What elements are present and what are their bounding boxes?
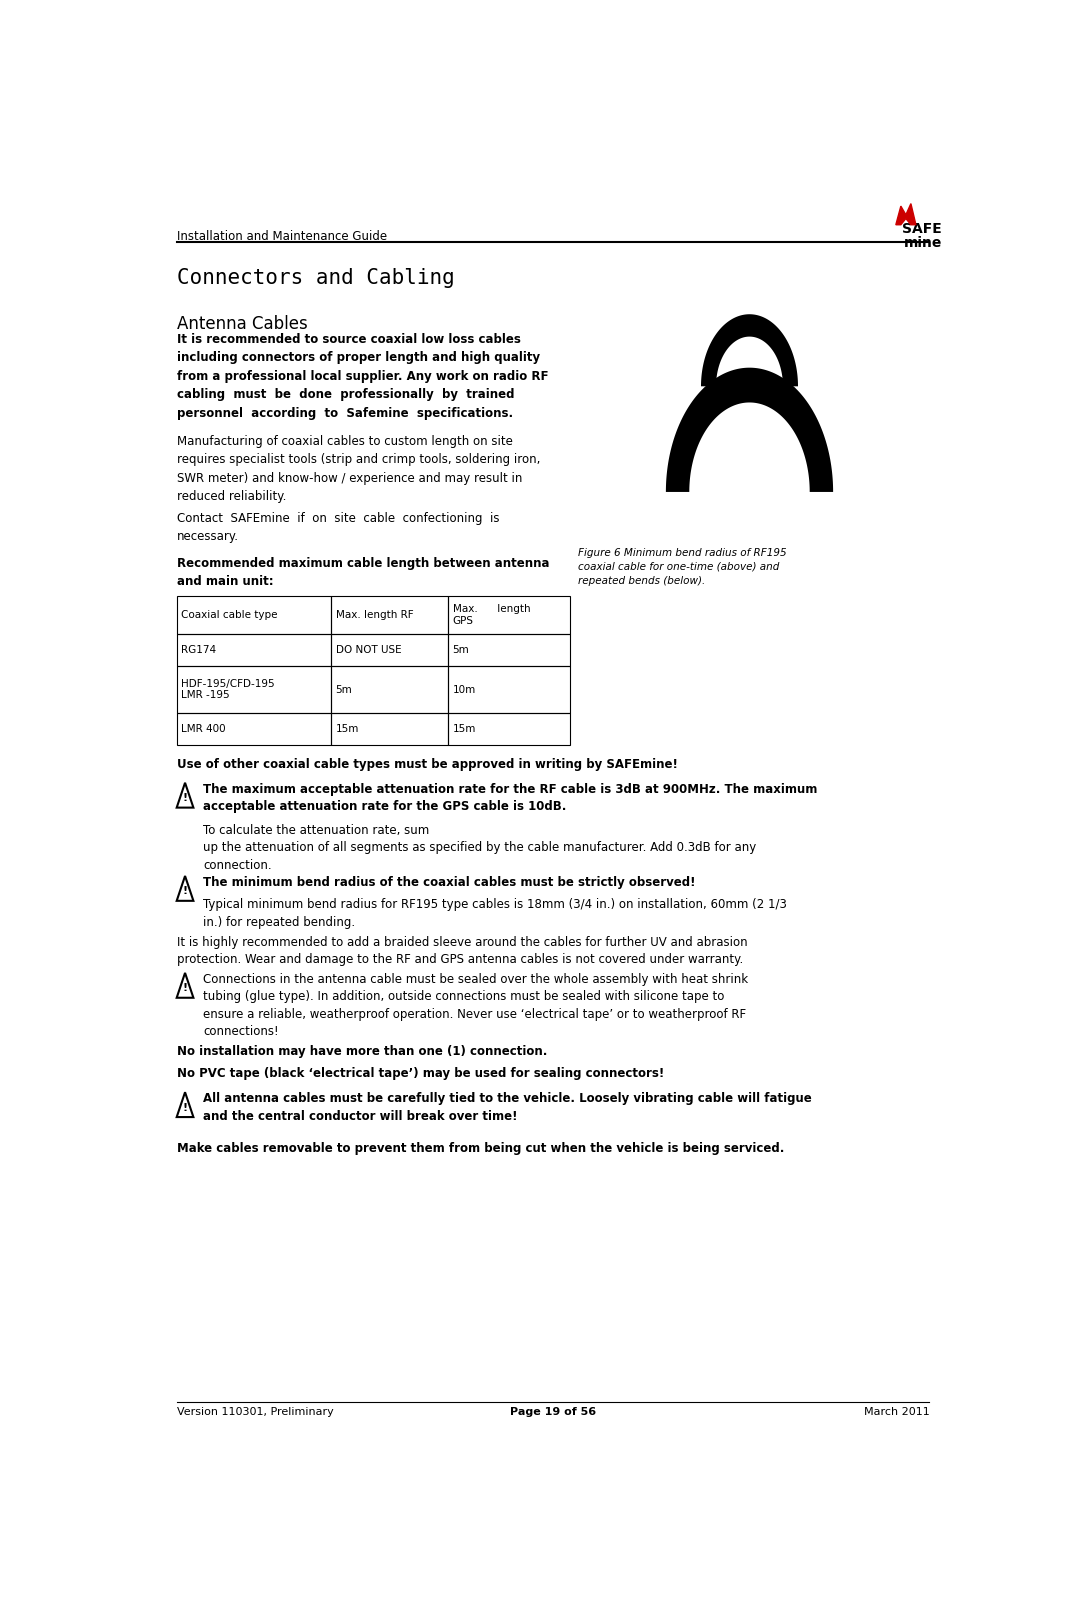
Polygon shape	[701, 315, 798, 386]
Bar	[449, 713, 570, 746]
Polygon shape	[896, 203, 916, 224]
Text: mine: mine	[903, 236, 942, 250]
Text: 15m: 15m	[336, 725, 359, 734]
Bar	[177, 667, 331, 713]
Polygon shape	[666, 368, 833, 492]
Text: Connections in the antenna cable must be sealed over the whole assembly with hea: Connections in the antenna cable must be…	[204, 973, 749, 1038]
Bar	[449, 667, 570, 713]
Text: To calculate the attenuation rate, sum
up the attenuation of all segments as spe: To calculate the attenuation rate, sum u…	[204, 823, 756, 872]
Text: Recommended maximum cable length between antenna
and main unit:: Recommended maximum cable length between…	[177, 557, 549, 587]
Polygon shape	[177, 1093, 193, 1117]
Text: Coaxial cable type: Coaxial cable type	[181, 610, 277, 620]
Text: !: !	[182, 886, 188, 896]
Text: HDF-195/CFD-195
LMR -195: HDF-195/CFD-195 LMR -195	[181, 679, 274, 700]
Text: !: !	[182, 983, 188, 993]
Bar	[449, 634, 570, 667]
Text: 5m: 5m	[453, 644, 469, 655]
Text: 10m: 10m	[453, 684, 476, 694]
Text: No PVC tape (black ‘electrical tape’) may be used for sealing connectors!: No PVC tape (black ‘electrical tape’) ma…	[177, 1067, 664, 1080]
Bar	[177, 596, 331, 634]
Text: Installation and Maintenance Guide: Installation and Maintenance Guide	[177, 229, 386, 242]
Text: The maximum acceptable attenuation rate for the RF cable is 3dB at 900MHz. The m: The maximum acceptable attenuation rate …	[204, 783, 818, 813]
Bar	[331, 596, 449, 634]
Polygon shape	[177, 876, 193, 901]
Text: It is recommended to source coaxial low loss cables
including connectors of prop: It is recommended to source coaxial low …	[177, 332, 548, 420]
Text: Typical minimum bend radius for RF195 type cables is 18mm (3/4 in.) on installat: Typical minimum bend radius for RF195 ty…	[204, 899, 788, 928]
Text: Manufacturing of coaxial cables to custom length on site
requires specialist too: Manufacturing of coaxial cables to custo…	[177, 434, 541, 504]
Text: DO NOT USE: DO NOT USE	[336, 644, 401, 655]
Text: The minimum bend radius of the coaxial cables must be strictly observed!: The minimum bend radius of the coaxial c…	[204, 876, 696, 889]
Bar	[331, 713, 449, 746]
Text: Max.      length
GPS: Max. length GPS	[453, 604, 530, 626]
Text: Page 19 of 56: Page 19 of 56	[510, 1407, 596, 1417]
Text: LMR 400: LMR 400	[181, 725, 226, 734]
Text: !: !	[182, 1102, 188, 1112]
Text: Connectors and Cabling: Connectors and Cabling	[177, 268, 454, 289]
Bar	[331, 634, 449, 667]
Text: Use of other coaxial cable types must be approved in writing by SAFEmine!: Use of other coaxial cable types must be…	[177, 759, 678, 771]
Polygon shape	[177, 973, 193, 997]
Bar	[449, 596, 570, 634]
Text: Max. length RF: Max. length RF	[336, 610, 413, 620]
Text: !: !	[182, 792, 188, 804]
Text: SAFE: SAFE	[902, 223, 942, 236]
Text: Contact  SAFEmine  if  on  site  cable  confectioning  is
necessary.: Contact SAFEmine if on site cable confec…	[177, 512, 500, 544]
Bar	[331, 667, 449, 713]
Text: RG174: RG174	[181, 644, 216, 655]
Text: 15m: 15m	[453, 725, 476, 734]
Text: Figure 6 Minimum bend radius of RF195
coaxial cable for one-time (above) and
rep: Figure 6 Minimum bend radius of RF195 co…	[578, 547, 787, 586]
Text: No installation may have more than one (1) connection.: No installation may have more than one (…	[177, 1044, 547, 1059]
Text: It is highly recommended to add a braided sleeve around the cables for further U: It is highly recommended to add a braide…	[177, 936, 748, 967]
Text: 5m: 5m	[336, 684, 353, 694]
Text: All antenna cables must be carefully tied to the vehicle. Loosely vibrating cabl: All antenna cables must be carefully tie…	[204, 1093, 812, 1123]
Text: Version 110301, Preliminary: Version 110301, Preliminary	[177, 1407, 333, 1417]
Text: March 2011: March 2011	[863, 1407, 929, 1417]
Bar	[177, 713, 331, 746]
Text: Antenna Cables: Antenna Cables	[177, 315, 308, 334]
Text: Make cables removable to prevent them from being cut when the vehicle is being s: Make cables removable to prevent them fr…	[177, 1143, 784, 1156]
Polygon shape	[177, 783, 193, 807]
Bar	[177, 634, 331, 667]
